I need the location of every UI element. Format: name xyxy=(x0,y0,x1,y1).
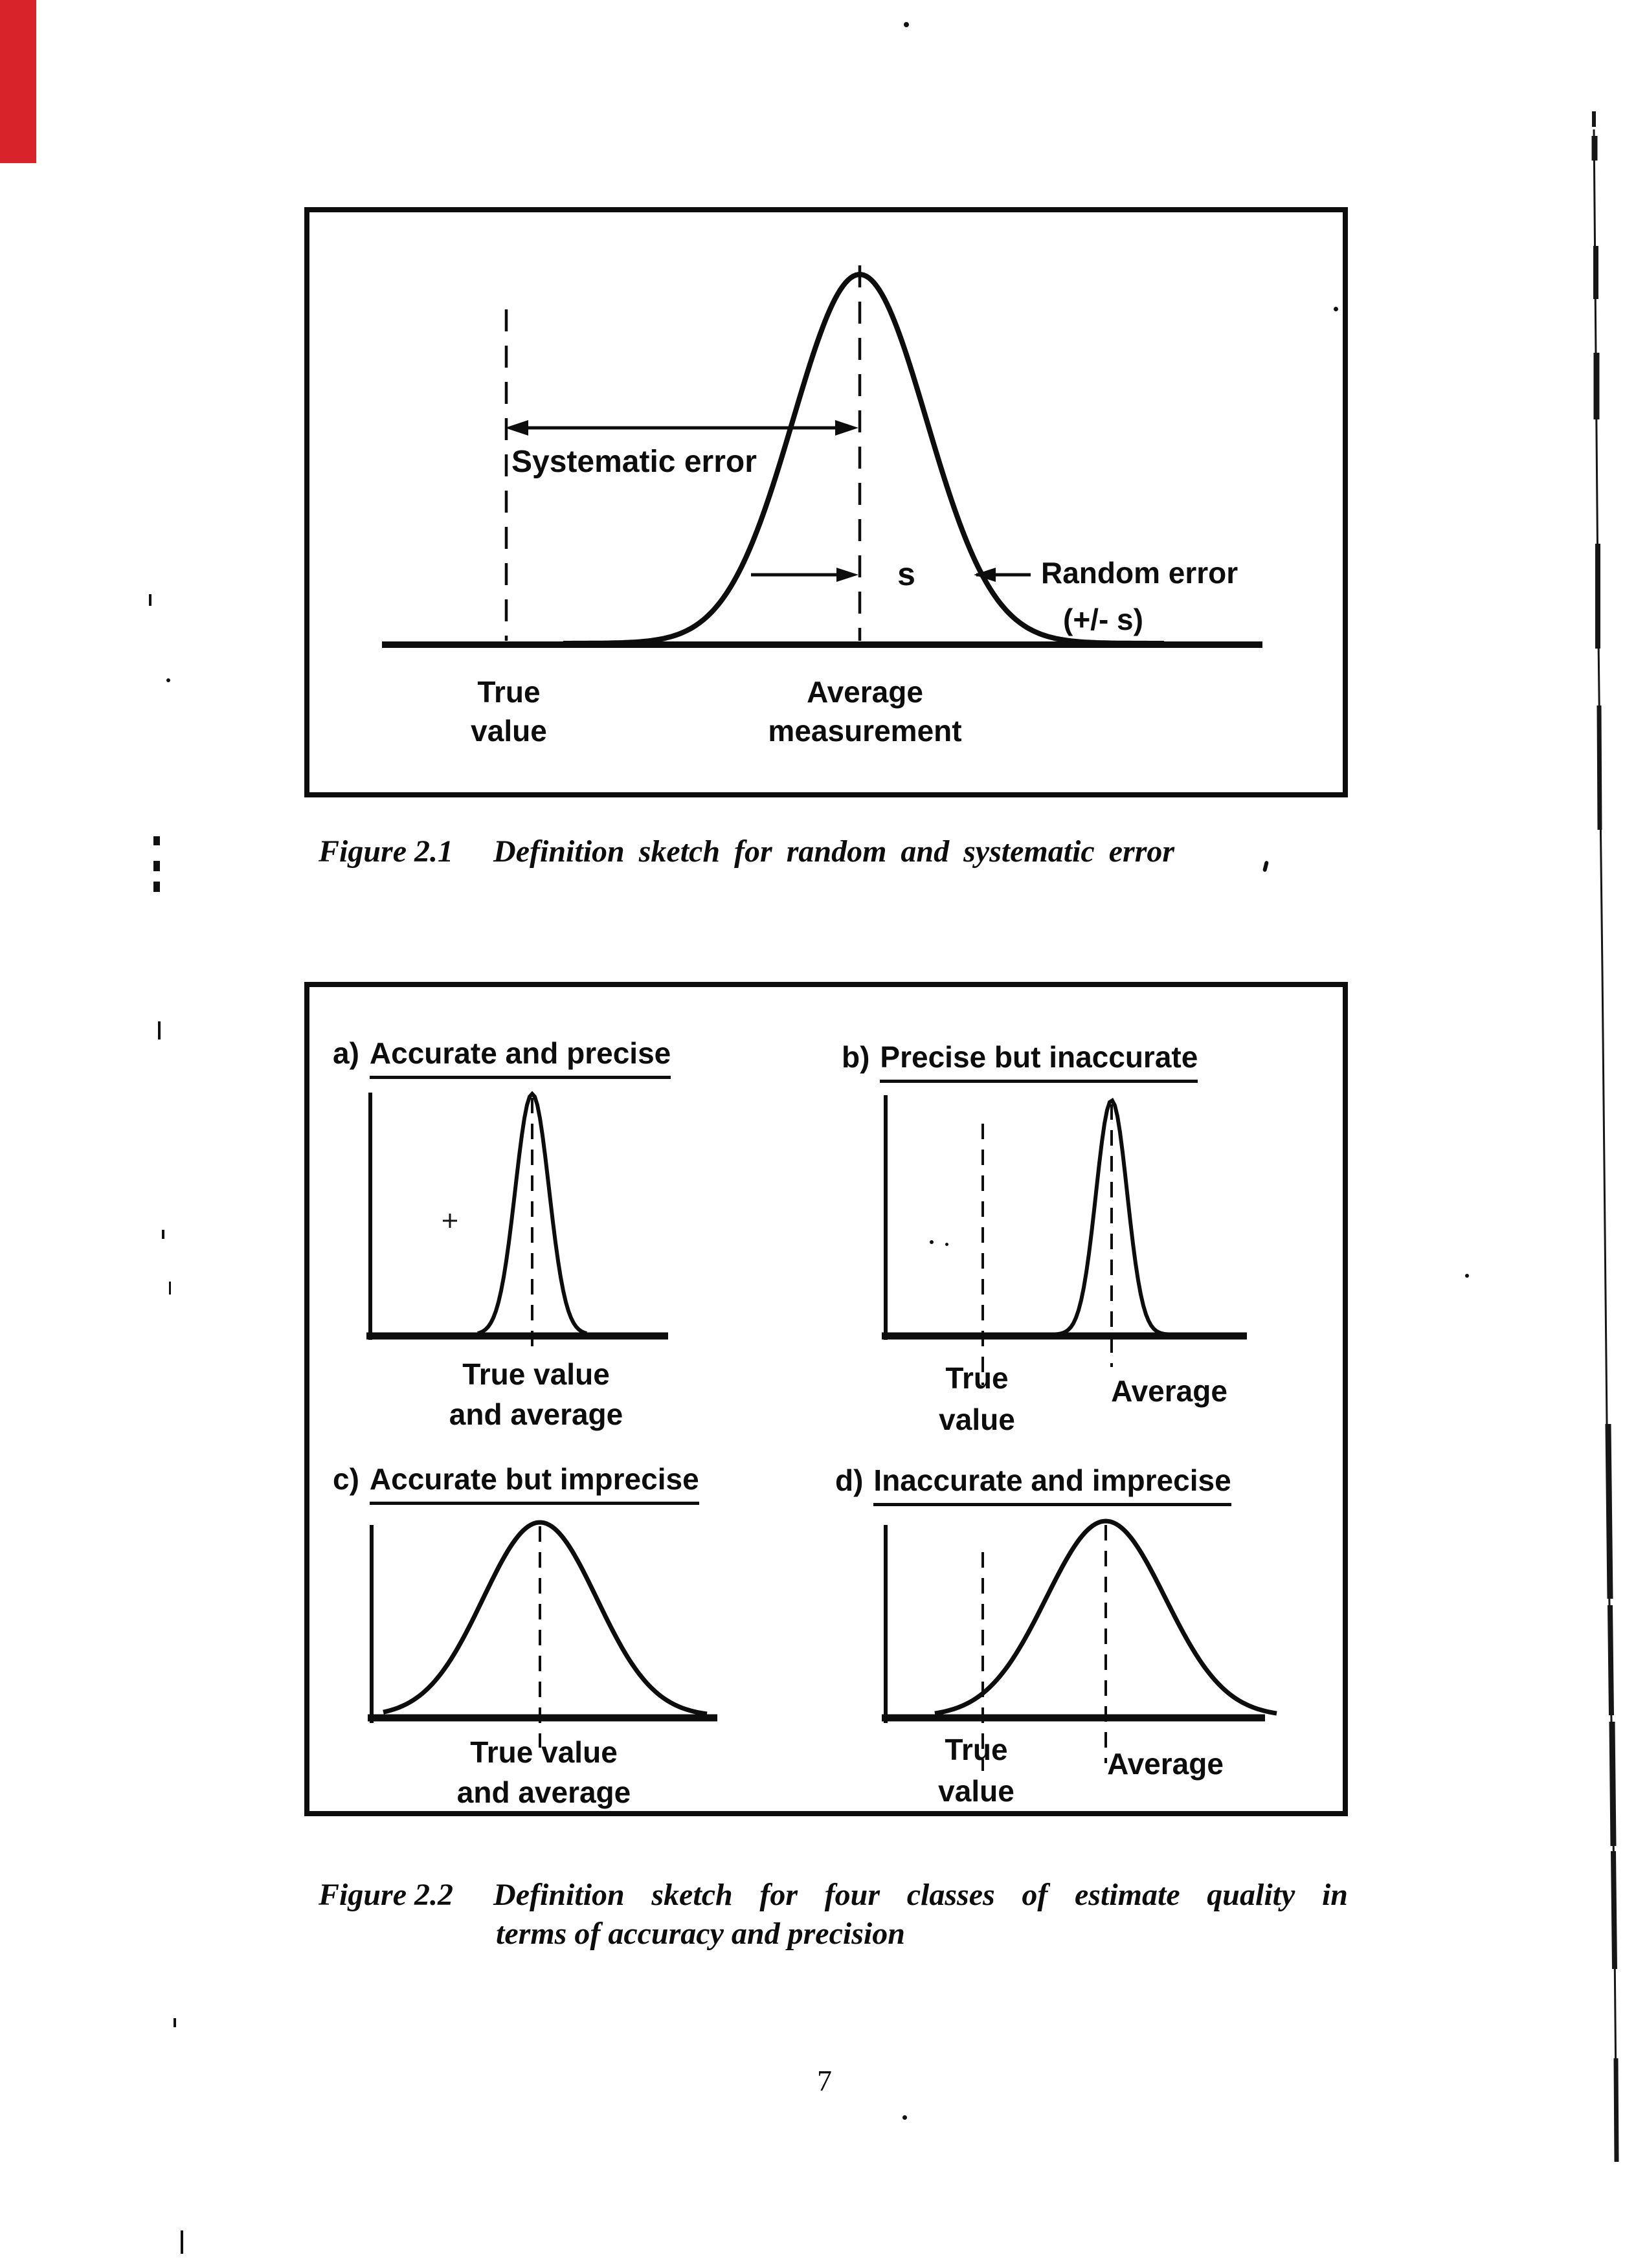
panel-d-average-label: Average xyxy=(1107,1747,1224,1781)
scan-speck xyxy=(181,2230,183,2254)
figure-2-2-caption-line2: terms of accuracy and precision xyxy=(496,1917,905,1951)
scan-speck xyxy=(904,22,909,27)
figure-2-2-caption-line1: Figure 2.2 Definition sketch for four cl… xyxy=(319,1880,1348,1911)
panel-a-label-line2: and average xyxy=(449,1397,623,1431)
panel-c-label-line1: True value xyxy=(470,1735,618,1769)
figure-2-2-caption-text-line1: Definition sketch for four classes of es… xyxy=(493,1878,1348,1912)
panel-b-true-label-line1: True xyxy=(945,1361,1009,1395)
random-error-label: Random error xyxy=(1041,556,1238,590)
panel-b-average-label: Average xyxy=(1111,1374,1227,1408)
panel-c-label-line2: and average xyxy=(456,1775,631,1809)
panel-d-true-label-line1: True xyxy=(945,1733,1008,1766)
panel-c-prefix: c) xyxy=(333,1462,359,1496)
scan-speck xyxy=(1334,307,1338,311)
panel-c-title-text: Accurate but imprecise xyxy=(369,1462,699,1505)
fig1-average-label-line1: Average xyxy=(807,675,923,709)
scan-speck xyxy=(169,1282,171,1295)
scan-speck xyxy=(158,1021,161,1040)
panel-b-title-text: Precise but inaccurate xyxy=(880,1040,1198,1083)
scan-speck xyxy=(1262,860,1269,873)
scan-speck xyxy=(166,678,170,682)
red-scan-stripe xyxy=(0,0,36,163)
panel-a-label-line1: True value xyxy=(462,1357,610,1391)
right-edge-scan-dash xyxy=(1597,705,1602,830)
figure-2-1-caption-text: Definition sketch for random and systema… xyxy=(493,834,1175,869)
panel-a-title-text: Accurate and precise xyxy=(369,1036,671,1079)
s-label: s xyxy=(897,556,915,592)
scan-speck xyxy=(149,594,151,606)
right-edge-scan-dash xyxy=(1608,1605,1614,1716)
random-error-range-label: (+/- s) xyxy=(1063,603,1143,636)
page-number: 7 xyxy=(817,2064,832,2097)
figure-2-2-caption-label: Figure 2.2 xyxy=(319,1878,454,1912)
figure-2-2-box xyxy=(304,982,1348,1816)
scan-speck xyxy=(930,1240,934,1244)
panel-b-prefix: b) xyxy=(842,1040,870,1074)
right-edge-scan-dash xyxy=(1609,1721,1617,1847)
scan-speck xyxy=(945,1243,948,1246)
right-edge-scan-dash xyxy=(1605,1423,1613,1599)
scan-speck xyxy=(153,836,160,845)
scan-speck xyxy=(902,2115,907,2120)
panel-d-title: d) Inaccurate and imprecise xyxy=(835,1463,1231,1506)
panel-d-prefix: d) xyxy=(835,1463,864,1497)
figure-2-1-box xyxy=(304,207,1348,797)
fig1-true-value-label-line2: value xyxy=(471,714,547,748)
right-edge-scan-dash xyxy=(1613,2058,1619,2162)
figure-2-1-caption: Figure 2.1 Definition sketch for random … xyxy=(319,836,1174,867)
panel-c-title: c) Accurate but imprecise xyxy=(333,1462,699,1505)
panel-d-true-label-line2: value xyxy=(938,1774,1014,1808)
panel-d-title-text: Inaccurate and imprecise xyxy=(873,1463,1231,1506)
right-edge-scan-dash xyxy=(1611,1851,1617,1970)
panel-b-true-label-line2: value xyxy=(939,1403,1015,1436)
scan-speck xyxy=(153,861,160,871)
right-edge-scan-line xyxy=(1593,129,1618,2162)
scan-speck xyxy=(174,2018,176,2027)
fig1-true-value-label-line1: True xyxy=(477,675,541,709)
panel-a-prefix: a) xyxy=(333,1036,359,1070)
scan-speck xyxy=(153,882,160,892)
panel-a-title: a) Accurate and precise xyxy=(333,1036,671,1079)
figure-2-1-caption-label: Figure 2.1 xyxy=(319,834,454,869)
scan-speck xyxy=(162,1230,164,1239)
systematic-error-label: Systematic error xyxy=(511,445,757,479)
panel-b-title: b) Precise but inaccurate xyxy=(842,1040,1198,1083)
scan-speck xyxy=(1465,1274,1469,1278)
fig1-average-label-line2: measurement xyxy=(768,714,962,748)
